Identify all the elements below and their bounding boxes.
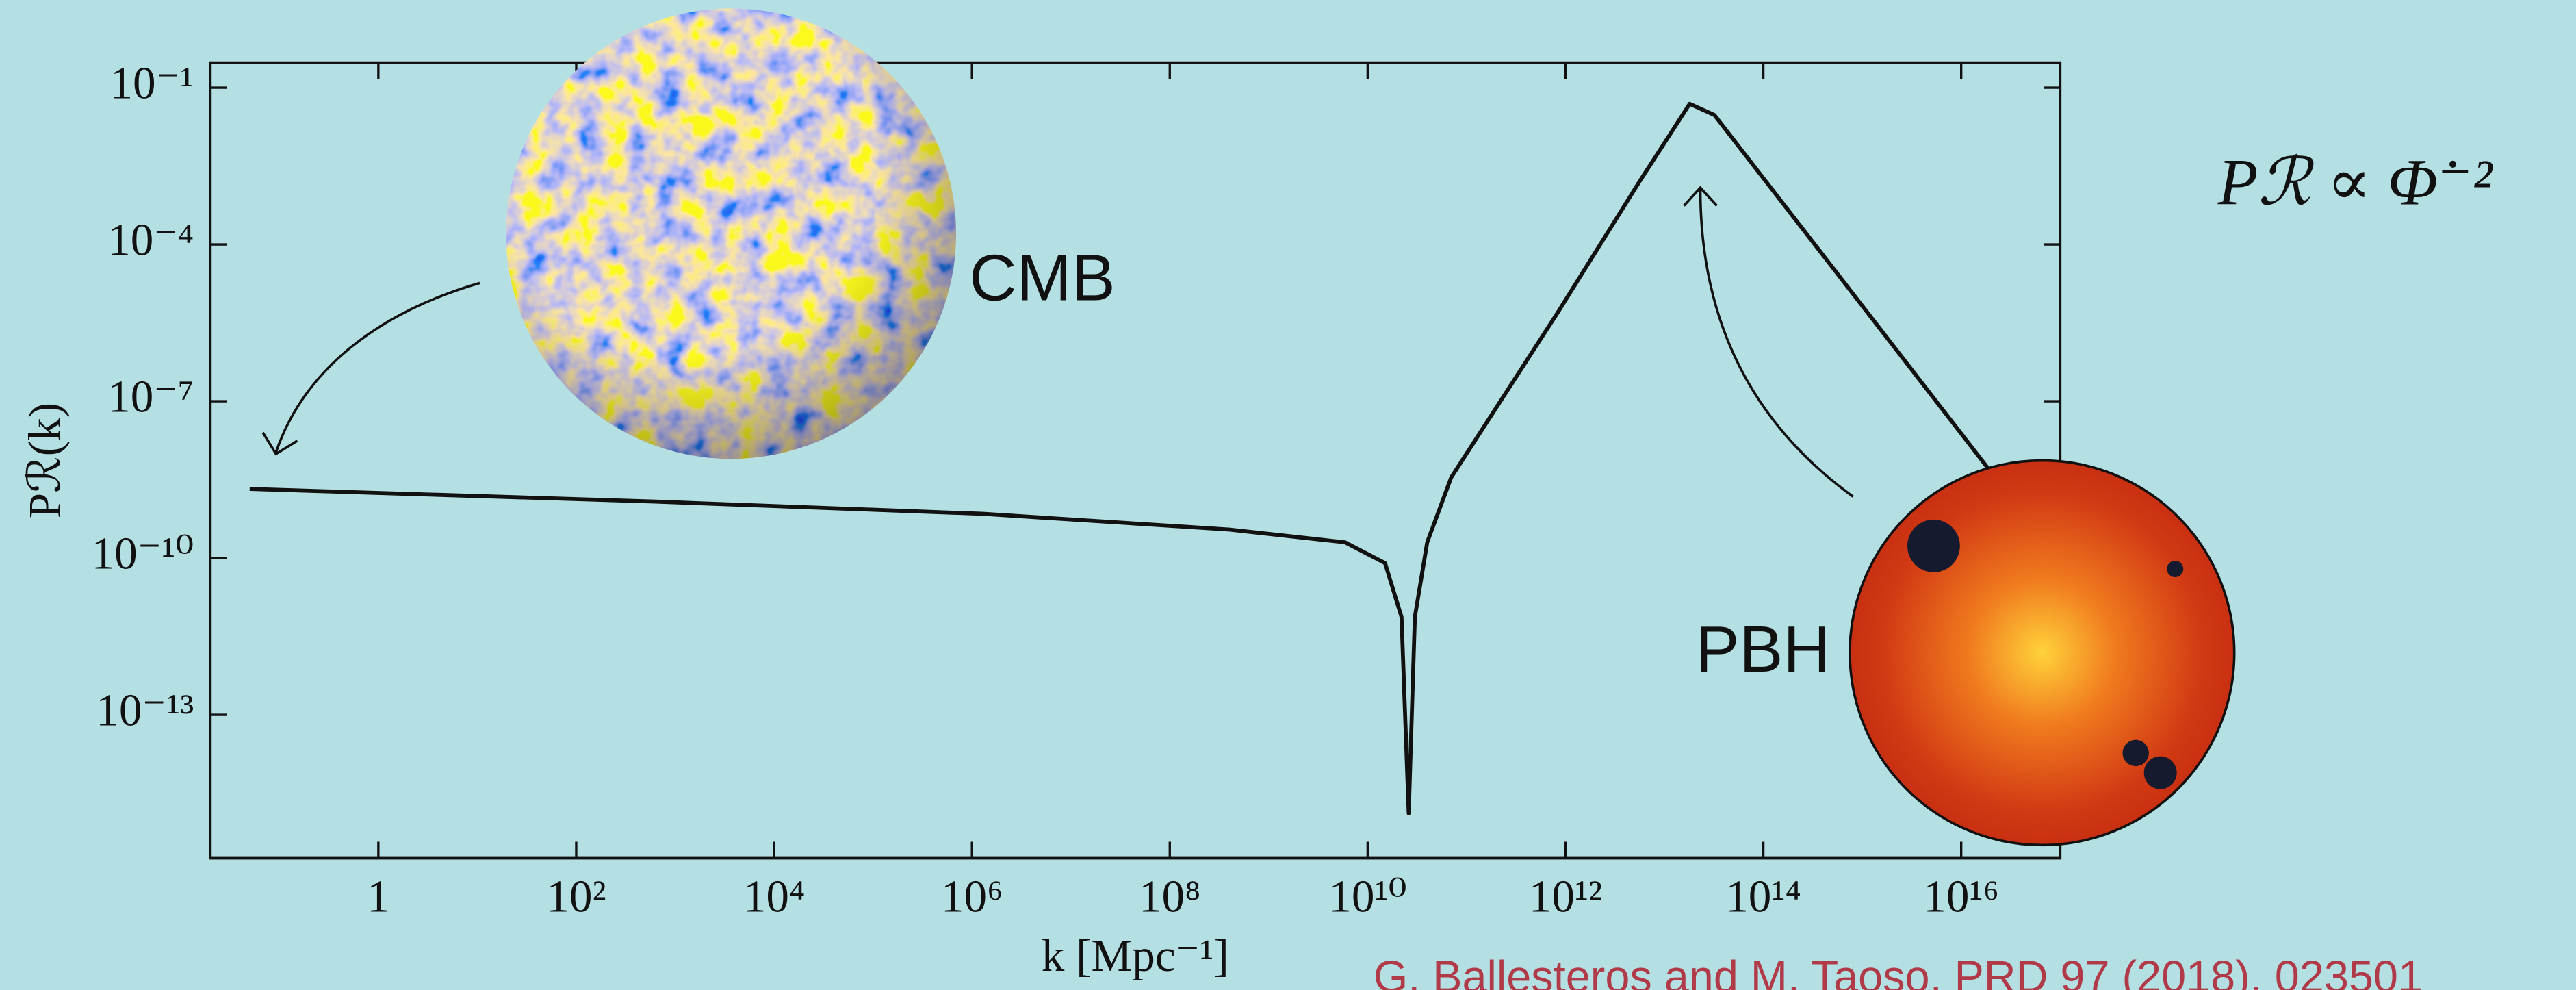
annotation-formula: Pℛ ∝ Φ̇⁻² xyxy=(2217,146,2494,219)
ticks: 1 10² 10⁴ 10⁶ 10⁸ 10¹⁰ 10¹² 10¹⁴ 10¹⁶ 10⁻¹ 10⁻⁴ 10⁻… xyxy=(91,58,2061,922)
x-tick-label: 10² xyxy=(546,870,606,922)
x-tick-label: 10¹⁶ xyxy=(1923,870,1999,922)
x-axis-label: k [Mpc⁻¹] xyxy=(1042,930,1229,981)
x-tick-label: 10¹² xyxy=(1529,870,1603,922)
y-tick-label: 10⁻¹³ xyxy=(96,684,194,735)
citation: G. Ballesteros and M. Taoso, PRD 97 (201… xyxy=(1374,951,2423,990)
x-tick-label: 10⁸ xyxy=(1139,870,1201,922)
y-tick-label: 10⁻¹ xyxy=(110,58,194,109)
y-tick-label: 10⁻⁷ xyxy=(107,370,194,422)
pbh-disk xyxy=(1849,459,2236,847)
y-axis-label: Pℛ(k) xyxy=(18,403,70,518)
y-tick-label: 10⁻¹⁰ xyxy=(91,527,194,579)
cmb-sphere xyxy=(506,8,957,459)
x-tick-label: 10⁶ xyxy=(941,870,1003,922)
x-tick-label: 1 xyxy=(367,870,390,922)
arrow-cmb xyxy=(261,281,480,456)
y-tick-label: 10⁻⁴ xyxy=(107,214,194,265)
annotation-cmb: CMB xyxy=(969,242,1115,315)
power-spectrum-line xyxy=(249,101,1991,815)
plot-frame xyxy=(209,61,2062,860)
curve-group xyxy=(249,101,1991,815)
annotation-pbh: PBH xyxy=(1695,613,1830,686)
x-tick-label: 10¹⁰ xyxy=(1328,870,1406,922)
x-tick-label: 10⁴ xyxy=(743,870,806,922)
arrow-pbh xyxy=(1683,186,1854,498)
x-tick-label: 10¹⁴ xyxy=(1725,870,1801,922)
